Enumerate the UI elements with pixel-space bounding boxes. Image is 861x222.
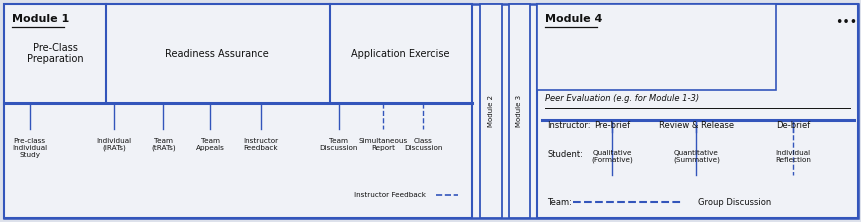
Text: Readiness Assurance: Readiness Assurance xyxy=(165,49,269,59)
Text: Team
Discussion: Team Discussion xyxy=(319,138,357,151)
Text: Pre-brief: Pre-brief xyxy=(593,121,629,130)
Bar xyxy=(536,4,775,90)
Text: Peer Evaluation (e.g. for Module 1-3): Peer Evaluation (e.g. for Module 1-3) xyxy=(544,94,698,103)
Text: Team:: Team: xyxy=(547,198,572,206)
Text: De-brief: De-brief xyxy=(775,121,809,130)
Text: Team
Appeals: Team Appeals xyxy=(195,138,224,151)
Text: Module 4: Module 4 xyxy=(544,14,602,24)
Text: Instructor:: Instructor: xyxy=(547,121,590,130)
Text: Pre-class
Individual
Study: Pre-class Individual Study xyxy=(12,138,47,158)
Text: •••: ••• xyxy=(834,16,856,29)
Bar xyxy=(508,4,530,218)
Text: Student:: Student: xyxy=(547,150,583,159)
Text: Module 1: Module 1 xyxy=(12,14,69,24)
Text: Class
Discussion: Class Discussion xyxy=(404,138,442,151)
Text: Application Exercise: Application Exercise xyxy=(350,49,449,59)
Text: Instructor
Feedback: Instructor Feedback xyxy=(243,138,278,151)
Text: Quantitative
(Summative): Quantitative (Summative) xyxy=(672,150,719,163)
Bar xyxy=(536,4,857,218)
Text: Review & Release: Review & Release xyxy=(658,121,734,130)
Bar xyxy=(480,4,501,218)
Text: Pre-Class
Preparation: Pre-Class Preparation xyxy=(28,43,84,64)
Text: Module 2: Module 2 xyxy=(487,95,493,127)
Text: Qualitative
(Formative): Qualitative (Formative) xyxy=(591,150,632,163)
Text: Group Discussion: Group Discussion xyxy=(697,198,771,206)
Text: Individual
Reflection: Individual Reflection xyxy=(774,150,810,163)
Text: Instructor Feedback: Instructor Feedback xyxy=(354,192,426,198)
Text: Module 3: Module 3 xyxy=(516,95,522,127)
Text: Team
(tRATs): Team (tRATs) xyxy=(151,138,176,151)
Text: Individual
(iRATs): Individual (iRATs) xyxy=(96,138,132,151)
Text: Simultaneous
Report: Simultaneous Report xyxy=(358,138,407,151)
Bar xyxy=(4,4,472,218)
